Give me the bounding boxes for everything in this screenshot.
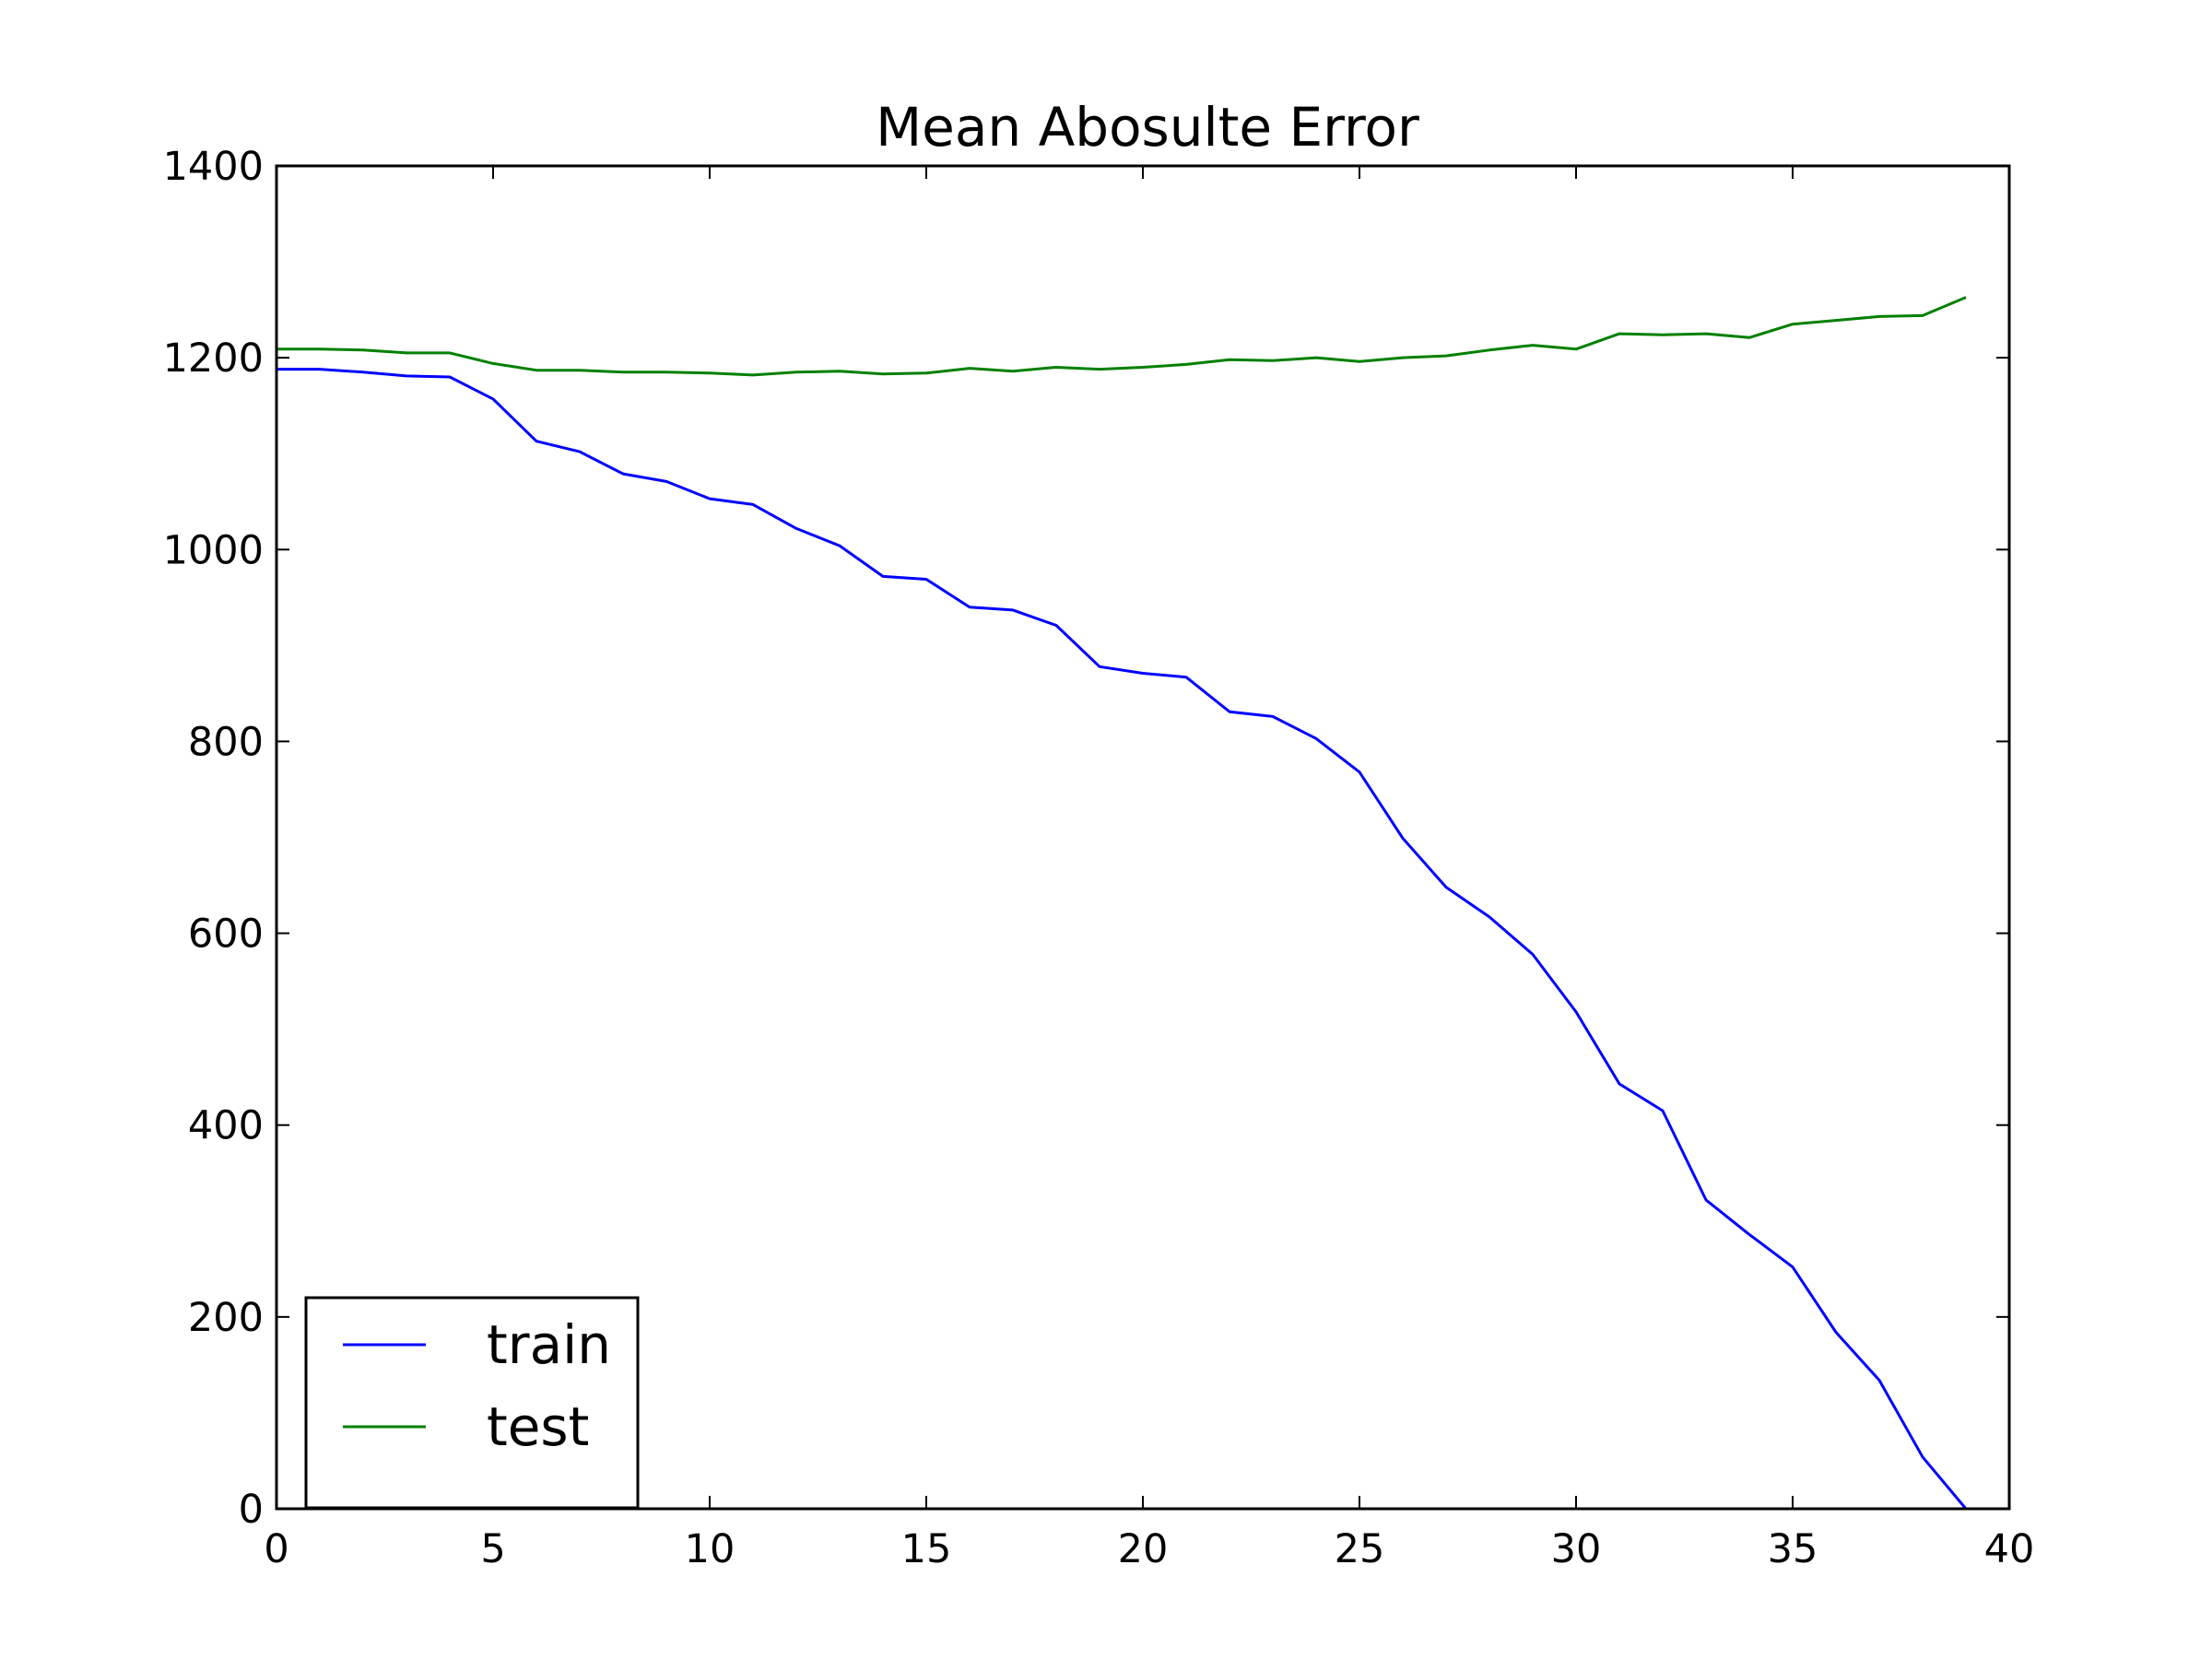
- x-tick-label: 35: [1768, 1526, 1818, 1572]
- x-tick-label: 20: [1118, 1526, 1169, 1572]
- series-line-train: [276, 368, 1968, 1510]
- x-tick-label: 10: [685, 1526, 735, 1572]
- x-tick-label: 5: [480, 1526, 505, 1572]
- x-tick-label: 30: [1551, 1526, 1602, 1572]
- series-layer: [276, 296, 1968, 1510]
- legend: train test: [304, 1296, 640, 1510]
- x-tick-label: 40: [1984, 1526, 2035, 1572]
- ticks-layer: 0 5 10 15 20 25 30 35 40020040060080010001200140…: [163, 144, 2035, 1572]
- legend-box: [304, 1296, 640, 1510]
- legend-label-train: train: [487, 1313, 611, 1376]
- chart-title: Mean Abosulte Error: [876, 96, 1419, 159]
- y-tick-label: 400: [188, 1103, 264, 1149]
- y-tick-label: 1000: [163, 527, 264, 573]
- x-tick-label: 15: [901, 1526, 952, 1572]
- plot-frame: [275, 164, 2011, 1511]
- y-tick-label: 200: [188, 1295, 264, 1341]
- y-tick-label: 0: [239, 1487, 264, 1533]
- y-tick-label: 800: [188, 719, 264, 765]
- x-tick-label: 0: [264, 1526, 288, 1572]
- y-tick-label: 1200: [163, 335, 264, 382]
- y-tick-label: 600: [188, 912, 264, 958]
- x-tick-label: 25: [1335, 1526, 1385, 1572]
- series-line-test: [276, 296, 1967, 377]
- legend-label-test: test: [487, 1395, 589, 1458]
- y-tick-label: 1400: [163, 144, 264, 190]
